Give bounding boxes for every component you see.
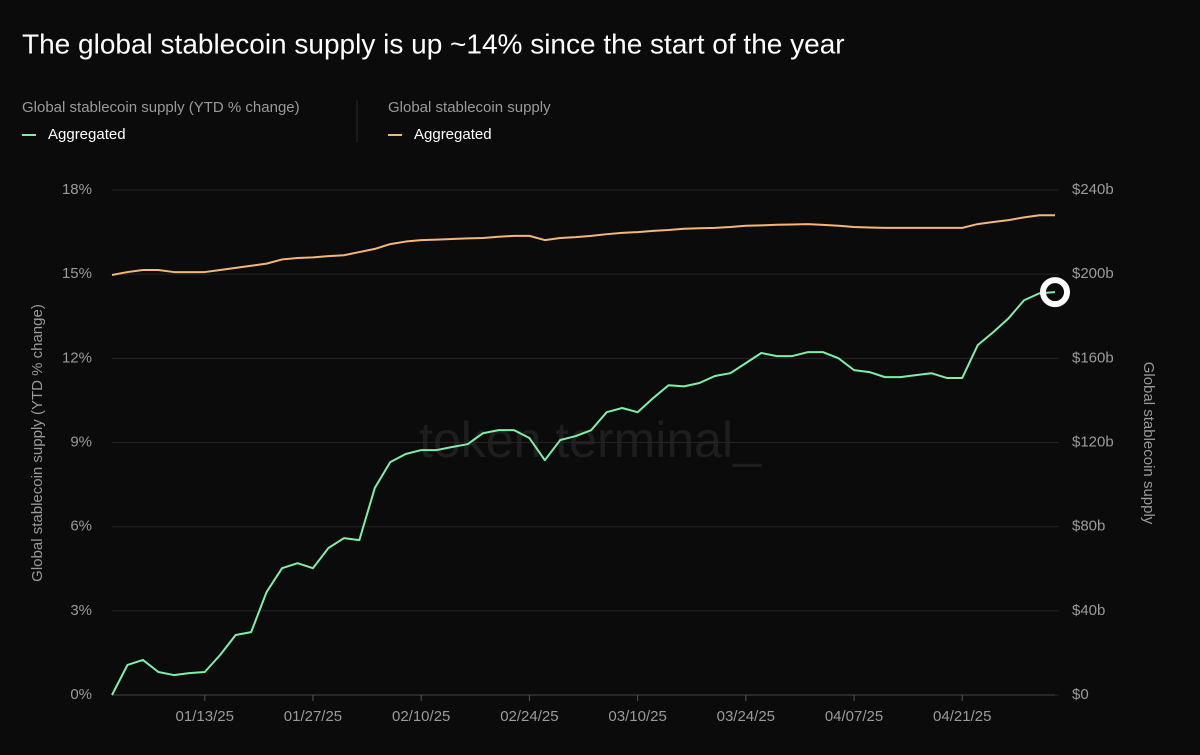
- y-tick-label: 12%: [62, 349, 92, 366]
- x-tick-label: 02/10/25: [392, 708, 450, 725]
- y2-tick-label: $240b: [1072, 181, 1114, 198]
- y-tick-label: 9%: [70, 433, 92, 450]
- y2-tick-label: $80b: [1072, 518, 1105, 535]
- y2-tick-label: $120b: [1072, 433, 1114, 450]
- y-axis-title: Global stablecoin supply (YTD % change): [29, 304, 46, 582]
- x-tick-label: 04/07/25: [825, 708, 883, 725]
- x-tick-label: 04/21/25: [933, 708, 991, 725]
- y-tick-label: 6%: [70, 518, 92, 535]
- watermark: token terminal_: [419, 412, 762, 468]
- legend-entry: Aggregated: [48, 126, 126, 143]
- legend-header: Global stablecoin supply: [388, 99, 551, 116]
- y2-axis-title: Global stablecoin supply: [1140, 362, 1157, 525]
- x-tick-label: 03/10/25: [608, 708, 666, 725]
- legend-header: Global stablecoin supply (YTD % change): [22, 99, 300, 116]
- legend-entry: Aggregated: [414, 126, 492, 143]
- y2-tick-label: $160b: [1072, 349, 1114, 366]
- x-tick-label: 03/24/25: [717, 708, 775, 725]
- y-tick-label: 15%: [62, 265, 92, 282]
- y2-tick-label: $0: [1072, 686, 1089, 703]
- y2-tick-label: $200b: [1072, 265, 1114, 282]
- y-tick-label: 0%: [70, 686, 92, 703]
- y2-tick-label: $40b: [1072, 602, 1105, 619]
- y-tick-label: 3%: [70, 602, 92, 619]
- y-tick-label: 18%: [62, 181, 92, 198]
- x-tick-label: 01/27/25: [284, 708, 342, 725]
- series-line: [111, 291, 1056, 696]
- x-tick-label: 02/24/25: [500, 708, 558, 725]
- chart-title: The global stablecoin supply is up ~14% …: [22, 28, 845, 59]
- series-line: [111, 214, 1055, 276]
- x-tick-label: 01/13/25: [176, 708, 234, 725]
- end-point-marker: [1040, 277, 1070, 308]
